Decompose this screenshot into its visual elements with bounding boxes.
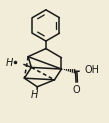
Text: OH: OH: [85, 65, 100, 75]
Text: O: O: [72, 85, 80, 95]
Text: H: H: [31, 90, 38, 100]
Text: H: H: [6, 58, 14, 68]
